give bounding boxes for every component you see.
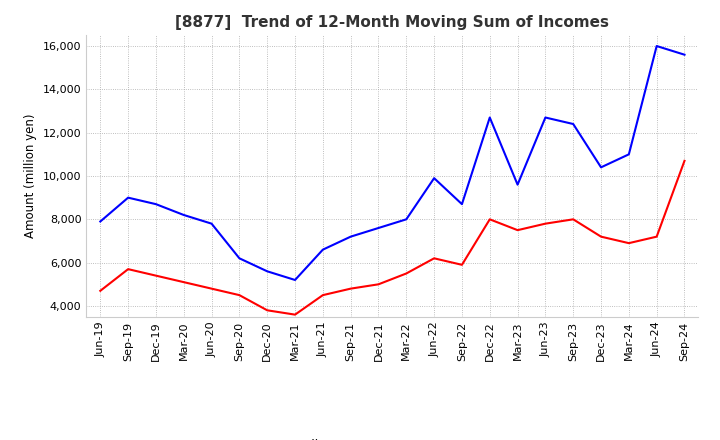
Net Income bbox=[402, 271, 410, 276]
Ordinary Income bbox=[263, 269, 271, 274]
Legend: Ordinary Income, Net Income: Ordinary Income, Net Income bbox=[246, 434, 539, 440]
Ordinary Income bbox=[680, 52, 689, 57]
Ordinary Income bbox=[652, 44, 661, 49]
Ordinary Income bbox=[152, 202, 161, 207]
Net Income bbox=[96, 288, 104, 293]
Ordinary Income bbox=[96, 219, 104, 224]
Net Income bbox=[374, 282, 383, 287]
Net Income bbox=[569, 216, 577, 222]
Net Income bbox=[207, 286, 216, 291]
Ordinary Income bbox=[235, 256, 243, 261]
Net Income bbox=[597, 234, 606, 239]
Net Income bbox=[152, 273, 161, 278]
Net Income bbox=[318, 293, 327, 298]
Ordinary Income bbox=[485, 115, 494, 120]
Ordinary Income bbox=[597, 165, 606, 170]
Y-axis label: Amount (million yen): Amount (million yen) bbox=[24, 114, 37, 238]
Ordinary Income bbox=[374, 225, 383, 231]
Ordinary Income bbox=[124, 195, 132, 200]
Net Income bbox=[485, 216, 494, 222]
Net Income bbox=[124, 267, 132, 272]
Ordinary Income bbox=[207, 221, 216, 226]
Ordinary Income bbox=[291, 277, 300, 282]
Net Income bbox=[430, 256, 438, 261]
Line: Ordinary Income: Ordinary Income bbox=[100, 46, 685, 280]
Ordinary Income bbox=[179, 213, 188, 218]
Ordinary Income bbox=[513, 182, 522, 187]
Ordinary Income bbox=[458, 202, 467, 207]
Ordinary Income bbox=[624, 152, 633, 157]
Net Income bbox=[458, 262, 467, 268]
Net Income bbox=[680, 158, 689, 164]
Net Income bbox=[235, 293, 243, 298]
Ordinary Income bbox=[430, 176, 438, 181]
Net Income bbox=[291, 312, 300, 317]
Ordinary Income bbox=[402, 216, 410, 222]
Net Income bbox=[541, 221, 550, 226]
Net Income bbox=[513, 227, 522, 233]
Net Income bbox=[263, 308, 271, 313]
Net Income bbox=[346, 286, 355, 291]
Title: [8877]  Trend of 12-Month Moving Sum of Incomes: [8877] Trend of 12-Month Moving Sum of I… bbox=[176, 15, 609, 30]
Ordinary Income bbox=[318, 247, 327, 252]
Ordinary Income bbox=[346, 234, 355, 239]
Net Income bbox=[624, 241, 633, 246]
Net Income bbox=[652, 234, 661, 239]
Ordinary Income bbox=[541, 115, 550, 120]
Ordinary Income bbox=[569, 121, 577, 127]
Net Income bbox=[179, 279, 188, 285]
Line: Net Income: Net Income bbox=[100, 161, 685, 315]
